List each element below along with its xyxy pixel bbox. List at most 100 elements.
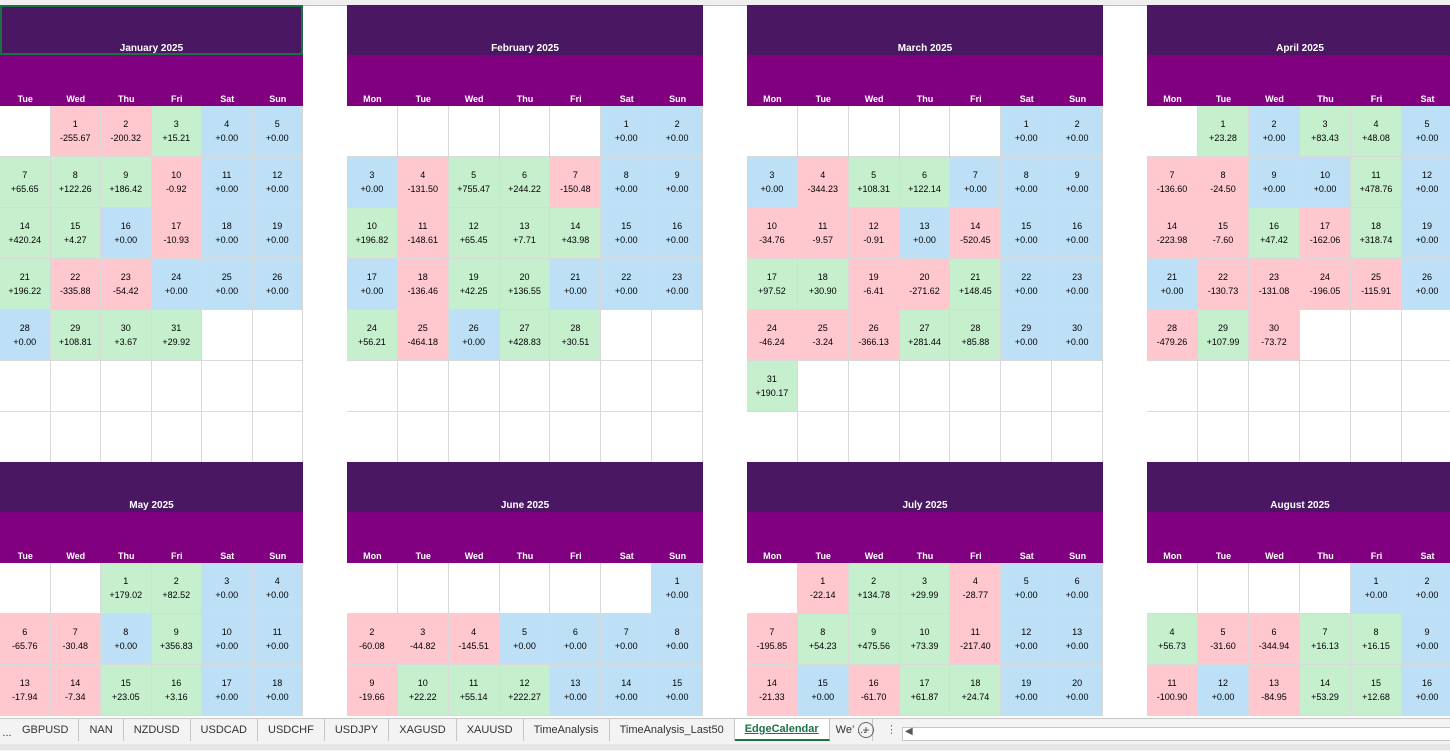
day-cell[interactable]: 3 +83.43 xyxy=(1300,106,1351,157)
day-cell[interactable] xyxy=(1249,412,1300,463)
weekday-label[interactable]: Fri xyxy=(1370,551,1383,561)
day-cell[interactable]: 2 +0.00 xyxy=(1052,106,1103,157)
day-cell[interactable]: 4 +0.00 xyxy=(252,563,303,614)
day-cell[interactable]: 1 -255.67 xyxy=(50,106,101,157)
day-cell[interactable]: 8 +0.00 xyxy=(601,157,653,208)
day-cell[interactable]: 7 +65.65 xyxy=(0,157,51,208)
weekday-label[interactable]: Fri xyxy=(1370,94,1383,104)
day-cell[interactable] xyxy=(950,412,1002,463)
day-cell[interactable]: 3 +29.99 xyxy=(899,563,951,614)
day-cell[interactable]: 31 +190.17 xyxy=(747,361,798,412)
day-cell[interactable]: 30 -73.72 xyxy=(1249,310,1300,361)
day-cell[interactable]: 16 +0.00 xyxy=(1402,665,1450,716)
day-cell[interactable]: 5 +108.31 xyxy=(848,157,900,208)
day-cell[interactable]: 7 +16.13 xyxy=(1300,614,1351,665)
day-cell[interactable]: 24 +56.21 xyxy=(347,310,398,361)
day-cell[interactable] xyxy=(747,412,798,463)
day-cell[interactable] xyxy=(1198,563,1249,614)
horizontal-scrollbar[interactable]: ◀ xyxy=(902,726,1450,741)
weekday-label[interactable]: Tue xyxy=(815,94,831,104)
day-cell[interactable]: 5 +0.00 xyxy=(252,106,303,157)
day-cell[interactable]: 12 +0.00 xyxy=(1198,665,1249,716)
day-cell[interactable] xyxy=(797,361,849,412)
weekday-label[interactable]: Thu xyxy=(916,551,934,561)
day-cell[interactable]: 25 -464.18 xyxy=(397,310,449,361)
day-cell[interactable]: 23 -131.08 xyxy=(1249,259,1300,310)
month-title[interactable]: August 2025 xyxy=(1147,462,1450,512)
weekday-label[interactable]: Fri xyxy=(970,94,982,104)
day-cell[interactable]: 4 +0.00 xyxy=(202,106,253,157)
weekday-label[interactable]: Thu xyxy=(516,551,534,561)
tab-splitter-handle[interactable]: ⋮ xyxy=(886,724,897,736)
day-cell[interactable] xyxy=(151,412,202,463)
day-cell[interactable]: 16 +0.00 xyxy=(101,208,152,259)
day-cell[interactable]: 23 +0.00 xyxy=(652,259,703,310)
weekday-label[interactable]: Mon xyxy=(363,551,382,561)
day-cell[interactable]: 28 -479.26 xyxy=(1147,310,1198,361)
day-cell[interactable] xyxy=(1300,310,1351,361)
weekday-label[interactable]: Tue xyxy=(1215,94,1232,104)
day-cell[interactable]: 14 +43.98 xyxy=(550,208,602,259)
day-cell[interactable] xyxy=(347,412,398,463)
day-cell[interactable] xyxy=(848,412,900,463)
day-cell[interactable]: 16 +0.00 xyxy=(652,208,703,259)
day-cell[interactable] xyxy=(0,361,51,412)
day-cell[interactable]: 24 -196.05 xyxy=(1300,259,1351,310)
day-cell[interactable]: 14 +53.29 xyxy=(1300,665,1351,716)
day-cell[interactable] xyxy=(1052,361,1103,412)
day-cell[interactable] xyxy=(202,412,253,463)
day-cell[interactable]: 1 +0.00 xyxy=(601,106,653,157)
day-cell[interactable]: 19 +42.25 xyxy=(448,259,500,310)
weekday-label[interactable]: Sat xyxy=(619,94,634,104)
day-cell[interactable] xyxy=(950,106,1002,157)
day-cell[interactable] xyxy=(50,412,101,463)
day-cell[interactable]: 13 +7.71 xyxy=(499,208,551,259)
day-cell[interactable]: 3 +0.00 xyxy=(202,563,253,614)
day-cell[interactable]: 8 +122.26 xyxy=(50,157,101,208)
day-cell[interactable] xyxy=(848,361,900,412)
weekday-label[interactable]: Tue xyxy=(815,551,831,561)
day-cell[interactable] xyxy=(747,106,798,157)
weekday-label[interactable]: Mon xyxy=(763,551,782,561)
day-cell[interactable] xyxy=(397,361,449,412)
day-cell[interactable]: 20 -271.62 xyxy=(899,259,951,310)
day-cell[interactable]: 11 +0.00 xyxy=(202,157,253,208)
day-cell[interactable]: 14 -223.98 xyxy=(1147,208,1198,259)
day-cell[interactable] xyxy=(652,361,703,412)
day-cell[interactable]: 11 +55.14 xyxy=(448,665,500,716)
day-cell[interactable] xyxy=(499,412,551,463)
weekday-label[interactable]: Thu xyxy=(118,551,135,561)
weekday-label[interactable]: Mon xyxy=(763,94,782,104)
day-cell[interactable]: 14 -520.45 xyxy=(950,208,1002,259)
sheet-tab[interactable]: USDJPY xyxy=(324,719,390,741)
day-cell[interactable]: 4 -145.51 xyxy=(448,614,500,665)
day-cell[interactable]: 5 +0.00 xyxy=(1402,106,1450,157)
weekday-label[interactable]: Wed xyxy=(66,94,86,104)
day-cell[interactable]: 2 +134.78 xyxy=(848,563,900,614)
day-cell[interactable]: 10 +0.00 xyxy=(202,614,253,665)
day-cell[interactable]: 19 +0.00 xyxy=(1402,208,1450,259)
day-cell[interactable]: 18 -136.46 xyxy=(397,259,449,310)
day-cell[interactable] xyxy=(899,106,951,157)
day-cell[interactable]: 3 +0.00 xyxy=(747,157,798,208)
weekday-label[interactable]: Thu xyxy=(118,94,135,104)
day-cell[interactable]: 15 -7.60 xyxy=(1198,208,1249,259)
day-cell[interactable]: 22 -335.88 xyxy=(50,259,101,310)
day-cell[interactable]: 15 +0.00 xyxy=(797,665,849,716)
day-cell[interactable] xyxy=(347,106,398,157)
day-cell[interactable]: 7 -136.60 xyxy=(1147,157,1198,208)
weekday-label[interactable]: Sun xyxy=(669,94,687,104)
sheet-tab[interactable]: USDCHF xyxy=(258,719,325,741)
day-cell[interactable]: 14 +0.00 xyxy=(601,665,653,716)
day-cell[interactable]: 25 +0.00 xyxy=(202,259,253,310)
day-cell[interactable]: 22 +0.00 xyxy=(1001,259,1053,310)
day-cell[interactable] xyxy=(499,563,551,614)
day-cell[interactable]: 15 +0.00 xyxy=(1001,208,1053,259)
day-cell[interactable]: 8 +54.23 xyxy=(797,614,849,665)
day-cell[interactable] xyxy=(397,106,449,157)
day-cell[interactable]: 2 -200.32 xyxy=(101,106,152,157)
day-cell[interactable]: 27 +281.44 xyxy=(899,310,951,361)
day-cell[interactable]: 17 +97.52 xyxy=(747,259,798,310)
sheet-tab[interactable]: NAN xyxy=(79,719,124,741)
day-cell[interactable]: 29 +0.00 xyxy=(1001,310,1053,361)
